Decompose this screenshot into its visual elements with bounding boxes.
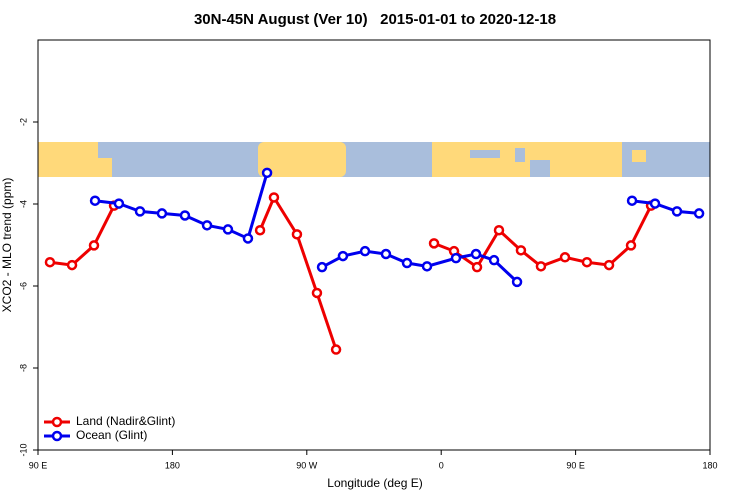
point	[134, 206, 146, 217]
point	[488, 254, 500, 266]
point	[421, 261, 433, 272]
point	[470, 248, 482, 260]
point	[626, 195, 638, 206]
x-tick-label: 90 W	[296, 460, 318, 470]
legend-label: Land (Nadir&Glint)	[76, 414, 175, 428]
point	[337, 250, 349, 262]
point	[261, 167, 273, 179]
map-strip	[38, 142, 710, 177]
y-tick-label: -4	[18, 200, 28, 208]
point	[401, 257, 413, 269]
legend-marker	[51, 430, 63, 442]
point	[268, 192, 280, 203]
point	[201, 220, 213, 231]
point	[88, 240, 100, 251]
point	[671, 206, 683, 217]
point	[359, 245, 371, 257]
point	[156, 208, 168, 219]
plot-frame	[37, 39, 711, 451]
point	[511, 276, 523, 288]
point	[581, 256, 593, 268]
point	[380, 248, 392, 260]
point	[242, 233, 254, 244]
point	[330, 344, 342, 355]
point	[649, 198, 661, 209]
point	[559, 252, 571, 263]
legend-marker	[51, 416, 63, 428]
x-tick-label: 90 E	[566, 460, 585, 470]
point	[44, 256, 56, 268]
point	[493, 224, 505, 236]
point	[222, 224, 234, 235]
point	[693, 208, 705, 219]
x-tick-label: 180	[165, 460, 180, 470]
point	[291, 229, 303, 240]
x-tick-label: 0	[439, 460, 444, 470]
point	[311, 287, 323, 299]
point	[428, 238, 440, 249]
point	[66, 259, 78, 271]
point	[625, 240, 637, 251]
point	[89, 195, 101, 206]
point	[254, 224, 266, 236]
chart-title: 30N-45N August (Ver 10) 2015-01-01 to 20…	[194, 11, 556, 28]
point	[450, 252, 462, 264]
point	[535, 261, 547, 272]
point	[113, 198, 125, 209]
point	[603, 259, 615, 271]
y-tick-label: -10	[18, 443, 28, 456]
y-tick-label: -2	[18, 118, 28, 126]
y-tick-label: -6	[18, 282, 28, 290]
y-axis-label: XCO2 - MLO trend (ppm)	[0, 178, 14, 313]
point	[316, 261, 328, 273]
point	[471, 261, 483, 273]
legend-label: Ocean (Glint)	[76, 428, 147, 442]
y-tick-label: -8	[18, 364, 28, 372]
point	[515, 245, 527, 256]
x-tick-label: 90 E	[29, 460, 48, 470]
series-line	[49, 194, 653, 351]
point	[179, 210, 191, 221]
x-tick-label: 180	[702, 460, 717, 470]
x-axis-label: Longitude (deg E)	[327, 476, 422, 490]
